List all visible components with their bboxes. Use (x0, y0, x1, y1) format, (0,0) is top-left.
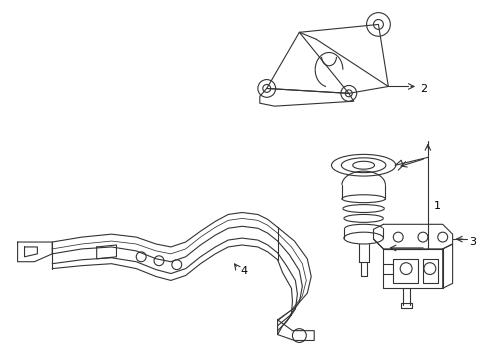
Text: 4: 4 (240, 266, 246, 276)
Text: 3: 3 (468, 237, 475, 247)
Text: 1: 1 (433, 201, 440, 211)
Text: 2: 2 (419, 84, 426, 94)
